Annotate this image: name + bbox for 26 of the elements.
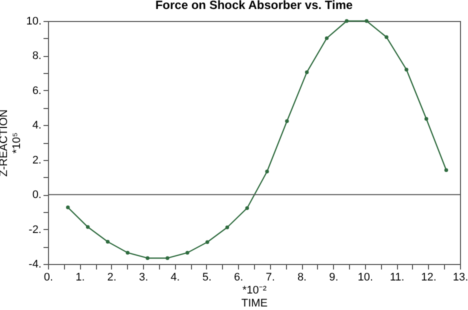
y-tick-label: -4. (28, 258, 42, 270)
x-tick-label: 9. (329, 272, 338, 284)
text: *10⁻² (242, 284, 267, 296)
text: *10⁵ (11, 132, 24, 154)
y-tick-label: 0. (32, 189, 42, 202)
x-tick-label: 4. (170, 272, 180, 284)
x-tick-label: 10. (358, 272, 374, 284)
x-axis-title: TIME (241, 298, 268, 310)
y-tick-label: -2. (28, 224, 42, 236)
y-tick-label: 4. (32, 120, 42, 132)
y-tick-label: 2. (32, 154, 42, 166)
x-tick-label: 8. (297, 272, 307, 284)
x-tick-label: 0. (44, 272, 54, 284)
x-tick-label: 13. (452, 272, 468, 284)
y-tick-label: 8. (32, 50, 42, 62)
x-tick-label: 2. (107, 272, 116, 284)
x-tick-label: 5. (202, 272, 212, 284)
x-tick-label: 11. (390, 272, 404, 284)
x-tick-label: 6. (234, 272, 244, 284)
chart-title: Force on Shock Absorber vs. Time (155, 0, 354, 12)
x-tick-label: 1. (76, 272, 85, 284)
y-tick-label: 6. (32, 84, 42, 97)
y-tick-label: 10. (26, 16, 42, 28)
x-tick-label: 12. (421, 272, 436, 284)
x-tick-label: 7. (266, 272, 275, 284)
x-tick-label: 3. (138, 272, 148, 284)
